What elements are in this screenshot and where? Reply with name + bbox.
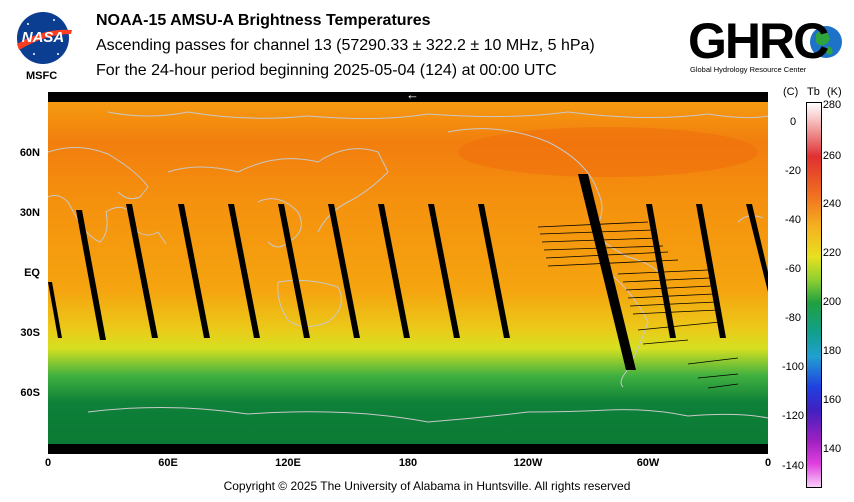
page-subtitle: Ascending passes for channel 13 (57290.3…	[96, 37, 595, 54]
kelvin-tick: 240	[822, 198, 842, 210]
colorbar	[806, 102, 822, 488]
time-period: For the 24-hour period beginning 2025-05…	[96, 62, 557, 79]
lon-label-120w: 120W	[513, 457, 543, 469]
brightness-temperature-map: ←	[47, 87, 769, 454]
lon-label-60w: 60W	[636, 457, 660, 469]
warm-region	[458, 127, 758, 177]
copyright-footer: Copyright © 2025 The University of Alaba…	[223, 479, 631, 493]
colorbar-unit-k: (K)	[827, 86, 842, 98]
colorbar-unit-tb: Tb	[807, 86, 820, 98]
kelvin-tick: 160	[822, 394, 842, 406]
kelvin-tick: 140	[822, 443, 842, 455]
coastlines	[47, 111, 769, 423]
kelvin-tick: 180	[822, 345, 842, 357]
ghrc-logo-text: GHRC	[688, 13, 828, 69]
dateline-arrow: ←	[406, 87, 419, 102]
colorbar-unit-c: (C)	[783, 86, 799, 98]
celsius-tick: -60	[785, 263, 801, 275]
map-top-band	[48, 92, 768, 102]
lon-label-0-left: 0	[44, 457, 52, 469]
kelvin-tick: 280	[822, 99, 842, 111]
lat-label-60s: 60S	[20, 387, 40, 399]
nasa-logo-text: NASA	[22, 29, 65, 46]
msfc-label: MSFC	[26, 70, 58, 82]
scan-line-artifacts	[537, 221, 739, 389]
lat-label-30s: 30S	[20, 327, 40, 339]
celsius-tick: -120	[781, 410, 805, 422]
swath-gaps	[48, 174, 768, 370]
nasa-logo: NASA	[14, 10, 74, 66]
celsius-tick: -140	[781, 460, 805, 472]
lat-label-30n: 30N	[19, 207, 40, 219]
lat-label-eq: EQ	[24, 267, 40, 279]
lon-label-120e: 120E	[275, 457, 301, 469]
ghrc-logo: GHRC Global Hydrology Resource Center	[688, 8, 848, 78]
kelvin-tick: 220	[822, 247, 842, 259]
celsius-tick: -80	[785, 312, 801, 324]
celsius-tick: 0	[789, 116, 797, 128]
kelvin-tick: 200	[822, 296, 842, 308]
ghrc-logo-subtitle: Global Hydrology Resource Center	[690, 65, 807, 74]
lat-label-60n: 60N	[19, 147, 40, 159]
celsius-tick: -40	[785, 214, 801, 226]
lon-label-60e: 60E	[158, 457, 178, 469]
page-title: NOAA-15 AMSU-A Brightness Temperatures	[96, 12, 431, 29]
map-bottom-band	[48, 444, 768, 454]
celsius-tick: -100	[781, 361, 805, 373]
kelvin-tick: 260	[822, 150, 842, 162]
lon-label-0-right: 0	[764, 457, 772, 469]
celsius-tick: -20	[785, 165, 801, 177]
lon-label-180: 180	[398, 457, 418, 469]
